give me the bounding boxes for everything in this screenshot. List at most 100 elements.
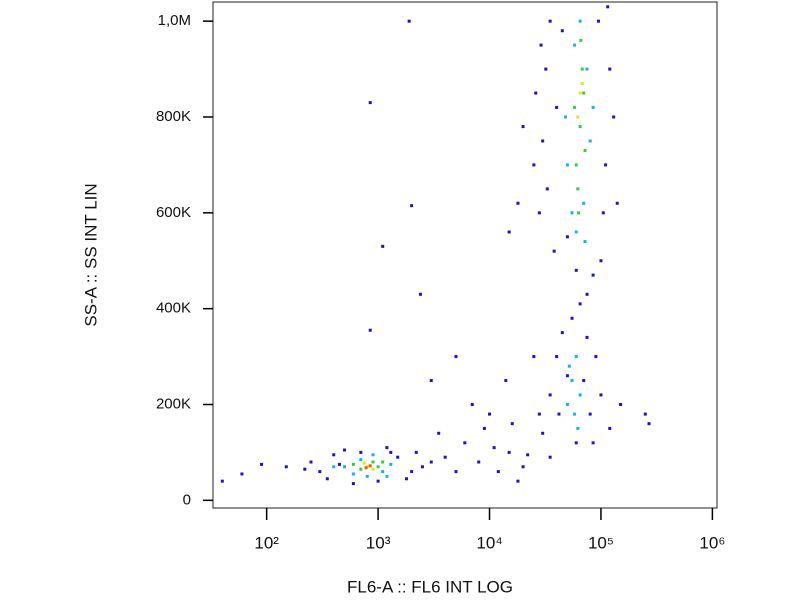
point [332, 453, 336, 457]
point [368, 328, 372, 332]
point [583, 149, 587, 153]
point [588, 139, 592, 143]
x-tick-label: 10² [254, 533, 279, 552]
point [583, 240, 587, 244]
point [573, 105, 577, 109]
point [599, 393, 603, 397]
point [443, 455, 447, 459]
y-tick-label: 200K [156, 395, 191, 412]
point [578, 19, 582, 23]
point [582, 201, 586, 205]
point [604, 163, 608, 167]
point [565, 374, 569, 378]
point [601, 211, 605, 215]
point [570, 316, 574, 320]
x-tick-label: 10⁶ [699, 533, 725, 552]
point [365, 474, 369, 478]
point [396, 455, 400, 459]
point [371, 460, 375, 464]
point [580, 81, 584, 85]
point [594, 355, 598, 359]
point [325, 477, 329, 481]
point [541, 431, 545, 435]
point [578, 125, 582, 129]
point [588, 412, 592, 416]
point [418, 292, 422, 296]
point [555, 355, 559, 359]
point [563, 115, 567, 119]
point [407, 19, 411, 23]
point [537, 211, 541, 215]
point [454, 470, 458, 474]
point [585, 292, 589, 296]
point [565, 235, 569, 239]
point [362, 461, 366, 465]
point [574, 163, 578, 167]
point [507, 230, 511, 234]
point [351, 472, 355, 476]
y-tick-label: 800K [156, 108, 191, 125]
point [410, 470, 414, 474]
point [565, 403, 569, 406]
point [351, 462, 355, 466]
plot-frame [212, 1, 718, 509]
point [309, 460, 313, 464]
point [240, 472, 244, 476]
point [385, 474, 389, 478]
point [552, 249, 556, 253]
point [537, 412, 541, 416]
point [578, 91, 582, 95]
point [570, 379, 574, 383]
point [532, 355, 536, 359]
point [615, 201, 619, 205]
point [647, 422, 651, 426]
point [492, 446, 496, 450]
point [532, 163, 536, 167]
point [477, 460, 481, 464]
point [368, 464, 372, 468]
point [351, 482, 355, 486]
point [516, 201, 520, 205]
point [389, 450, 393, 454]
point [585, 67, 589, 71]
point [565, 163, 569, 167]
point [619, 403, 623, 406]
point [410, 204, 414, 208]
point [582, 91, 586, 95]
point [567, 364, 571, 368]
point [364, 466, 368, 470]
point [454, 355, 458, 359]
point [580, 67, 584, 71]
point [420, 465, 424, 469]
point [376, 479, 380, 483]
x-tick-label: 10⁵ [588, 533, 614, 552]
point [381, 470, 385, 474]
point [521, 125, 525, 129]
point [376, 465, 380, 469]
point [381, 460, 385, 464]
point [526, 453, 530, 457]
point [368, 101, 372, 105]
point [284, 465, 288, 469]
point [343, 465, 347, 469]
point [599, 259, 603, 263]
point [576, 426, 580, 430]
point [389, 462, 393, 466]
point [576, 187, 580, 191]
point [577, 211, 581, 215]
point [544, 67, 548, 71]
point [608, 426, 612, 430]
point [606, 5, 610, 9]
point [220, 479, 224, 483]
point [496, 470, 500, 474]
point [359, 450, 363, 454]
point [643, 412, 647, 416]
point [570, 211, 574, 215]
point [596, 19, 600, 23]
point [359, 467, 363, 471]
point [516, 479, 520, 483]
point [541, 139, 545, 143]
point [555, 105, 559, 109]
point [557, 412, 561, 416]
